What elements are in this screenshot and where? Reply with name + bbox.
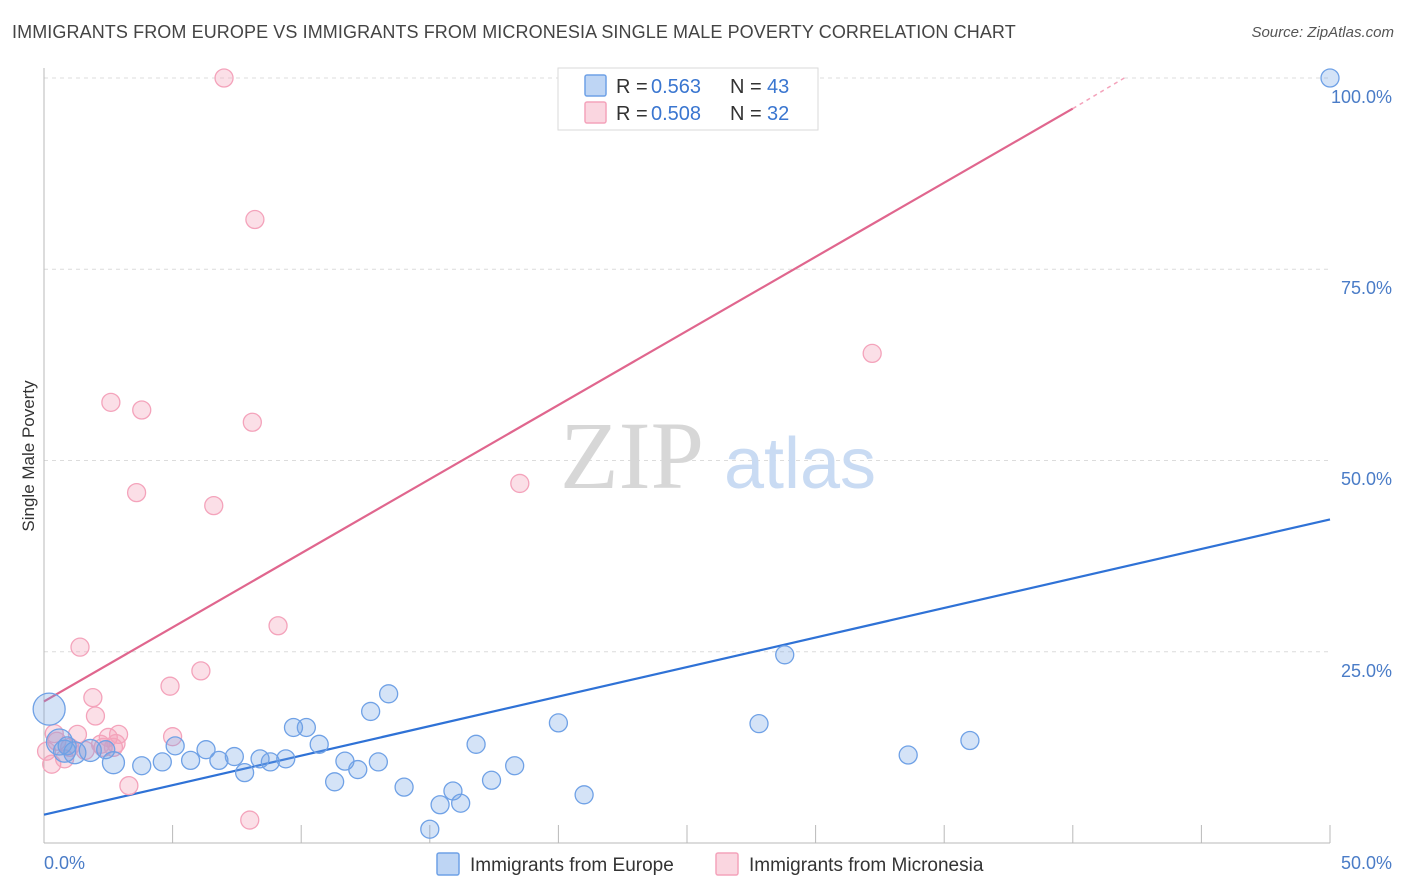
legend-swatch-micronesia	[585, 102, 606, 123]
trendline-extension-micronesia	[1073, 78, 1124, 109]
point-micronesia	[161, 677, 179, 695]
point-europe	[961, 731, 979, 749]
point-europe	[153, 753, 171, 771]
gridlines	[44, 78, 1330, 652]
bottom-legend-swatch-europe	[437, 853, 459, 875]
point-micronesia	[86, 707, 104, 725]
point-micronesia	[133, 401, 151, 419]
point-europe	[166, 737, 184, 755]
point-micronesia	[71, 638, 89, 656]
y-tick-label-75: 75.0%	[1341, 278, 1392, 298]
point-micronesia	[863, 344, 881, 362]
x-tick-label-0: 0.0%	[44, 853, 85, 873]
point-europe	[431, 796, 449, 814]
point-europe	[506, 757, 524, 775]
watermark-atlas: atlas	[724, 424, 876, 504]
point-micronesia	[241, 811, 259, 829]
legend-r-label-europe: R =	[616, 76, 648, 98]
point-europe	[575, 786, 593, 804]
bottom-legend-label-micronesia: Immigrants from Micronesia	[749, 855, 984, 876]
y-tick-labels: 25.0% 50.0% 75.0% 100.0%	[1331, 87, 1392, 681]
point-europe	[483, 771, 501, 789]
legend-r-value-micronesia: 0.508	[651, 103, 701, 125]
point-micronesia	[110, 725, 128, 743]
series-legend: Immigrants from Europe Immigrants from M…	[437, 853, 984, 876]
legend-r-value-europe: 0.563	[651, 76, 701, 98]
point-europe	[58, 737, 76, 755]
point-micronesia	[192, 662, 210, 680]
y-tick-label-50: 50.0%	[1341, 469, 1392, 489]
point-europe	[549, 714, 567, 732]
point-europe	[277, 750, 295, 768]
point-europe	[362, 702, 380, 720]
watermark-zip: ZIP	[560, 402, 704, 509]
point-europe	[467, 735, 485, 753]
point-europe	[395, 778, 413, 796]
legend-n-label-micronesia: N =	[730, 103, 762, 125]
point-micronesia	[205, 497, 223, 515]
legend-n-label-europe: N =	[730, 76, 762, 98]
legend-swatch-europe	[585, 75, 606, 96]
point-micronesia	[243, 413, 261, 431]
point-europe	[1321, 69, 1339, 87]
point-europe	[380, 685, 398, 703]
point-europe	[297, 718, 315, 736]
point-europe	[182, 751, 200, 769]
point-europe	[225, 748, 243, 766]
legend-n-value-micronesia: 32	[767, 103, 789, 125]
point-europe	[776, 646, 794, 664]
scatter-chart: ZIP atlas 25.0% 50.0% 75.0% 100.0% 0.0% …	[0, 0, 1406, 892]
point-europe	[452, 794, 470, 812]
point-europe	[133, 757, 151, 775]
x-tick-label-50: 50.0%	[1341, 853, 1392, 873]
y-tick-label-100: 100.0%	[1331, 87, 1392, 107]
point-europe	[369, 753, 387, 771]
point-europe	[310, 735, 328, 753]
point-micronesia	[269, 617, 287, 635]
bottom-legend-label-europe: Immigrants from Europe	[470, 855, 674, 876]
point-europe	[236, 764, 254, 782]
legend-n-value-europe: 43	[767, 76, 789, 98]
y-tick-label-25: 25.0%	[1341, 661, 1392, 681]
point-europe	[33, 693, 65, 725]
point-europe	[349, 761, 367, 779]
point-micronesia	[215, 69, 233, 87]
point-europe	[326, 773, 344, 791]
trendline-micronesia	[44, 109, 1073, 702]
point-micronesia	[128, 484, 146, 502]
x-axis-ticks	[173, 825, 1330, 843]
point-europe	[899, 746, 917, 764]
point-europe	[421, 820, 439, 838]
bottom-legend-swatch-micronesia	[716, 853, 738, 875]
point-micronesia	[120, 777, 138, 795]
y-axis-title: Single Male Poverty	[19, 380, 38, 532]
point-micronesia	[84, 689, 102, 707]
point-micronesia	[102, 393, 120, 411]
point-europe	[750, 715, 768, 733]
point-micronesia	[246, 211, 264, 229]
legend-r-label-micronesia: R =	[616, 103, 648, 125]
stats-legend: R = 0.563 N = 43 R = 0.508 N = 32	[558, 68, 818, 130]
point-europe	[97, 741, 115, 759]
point-micronesia	[511, 474, 529, 492]
